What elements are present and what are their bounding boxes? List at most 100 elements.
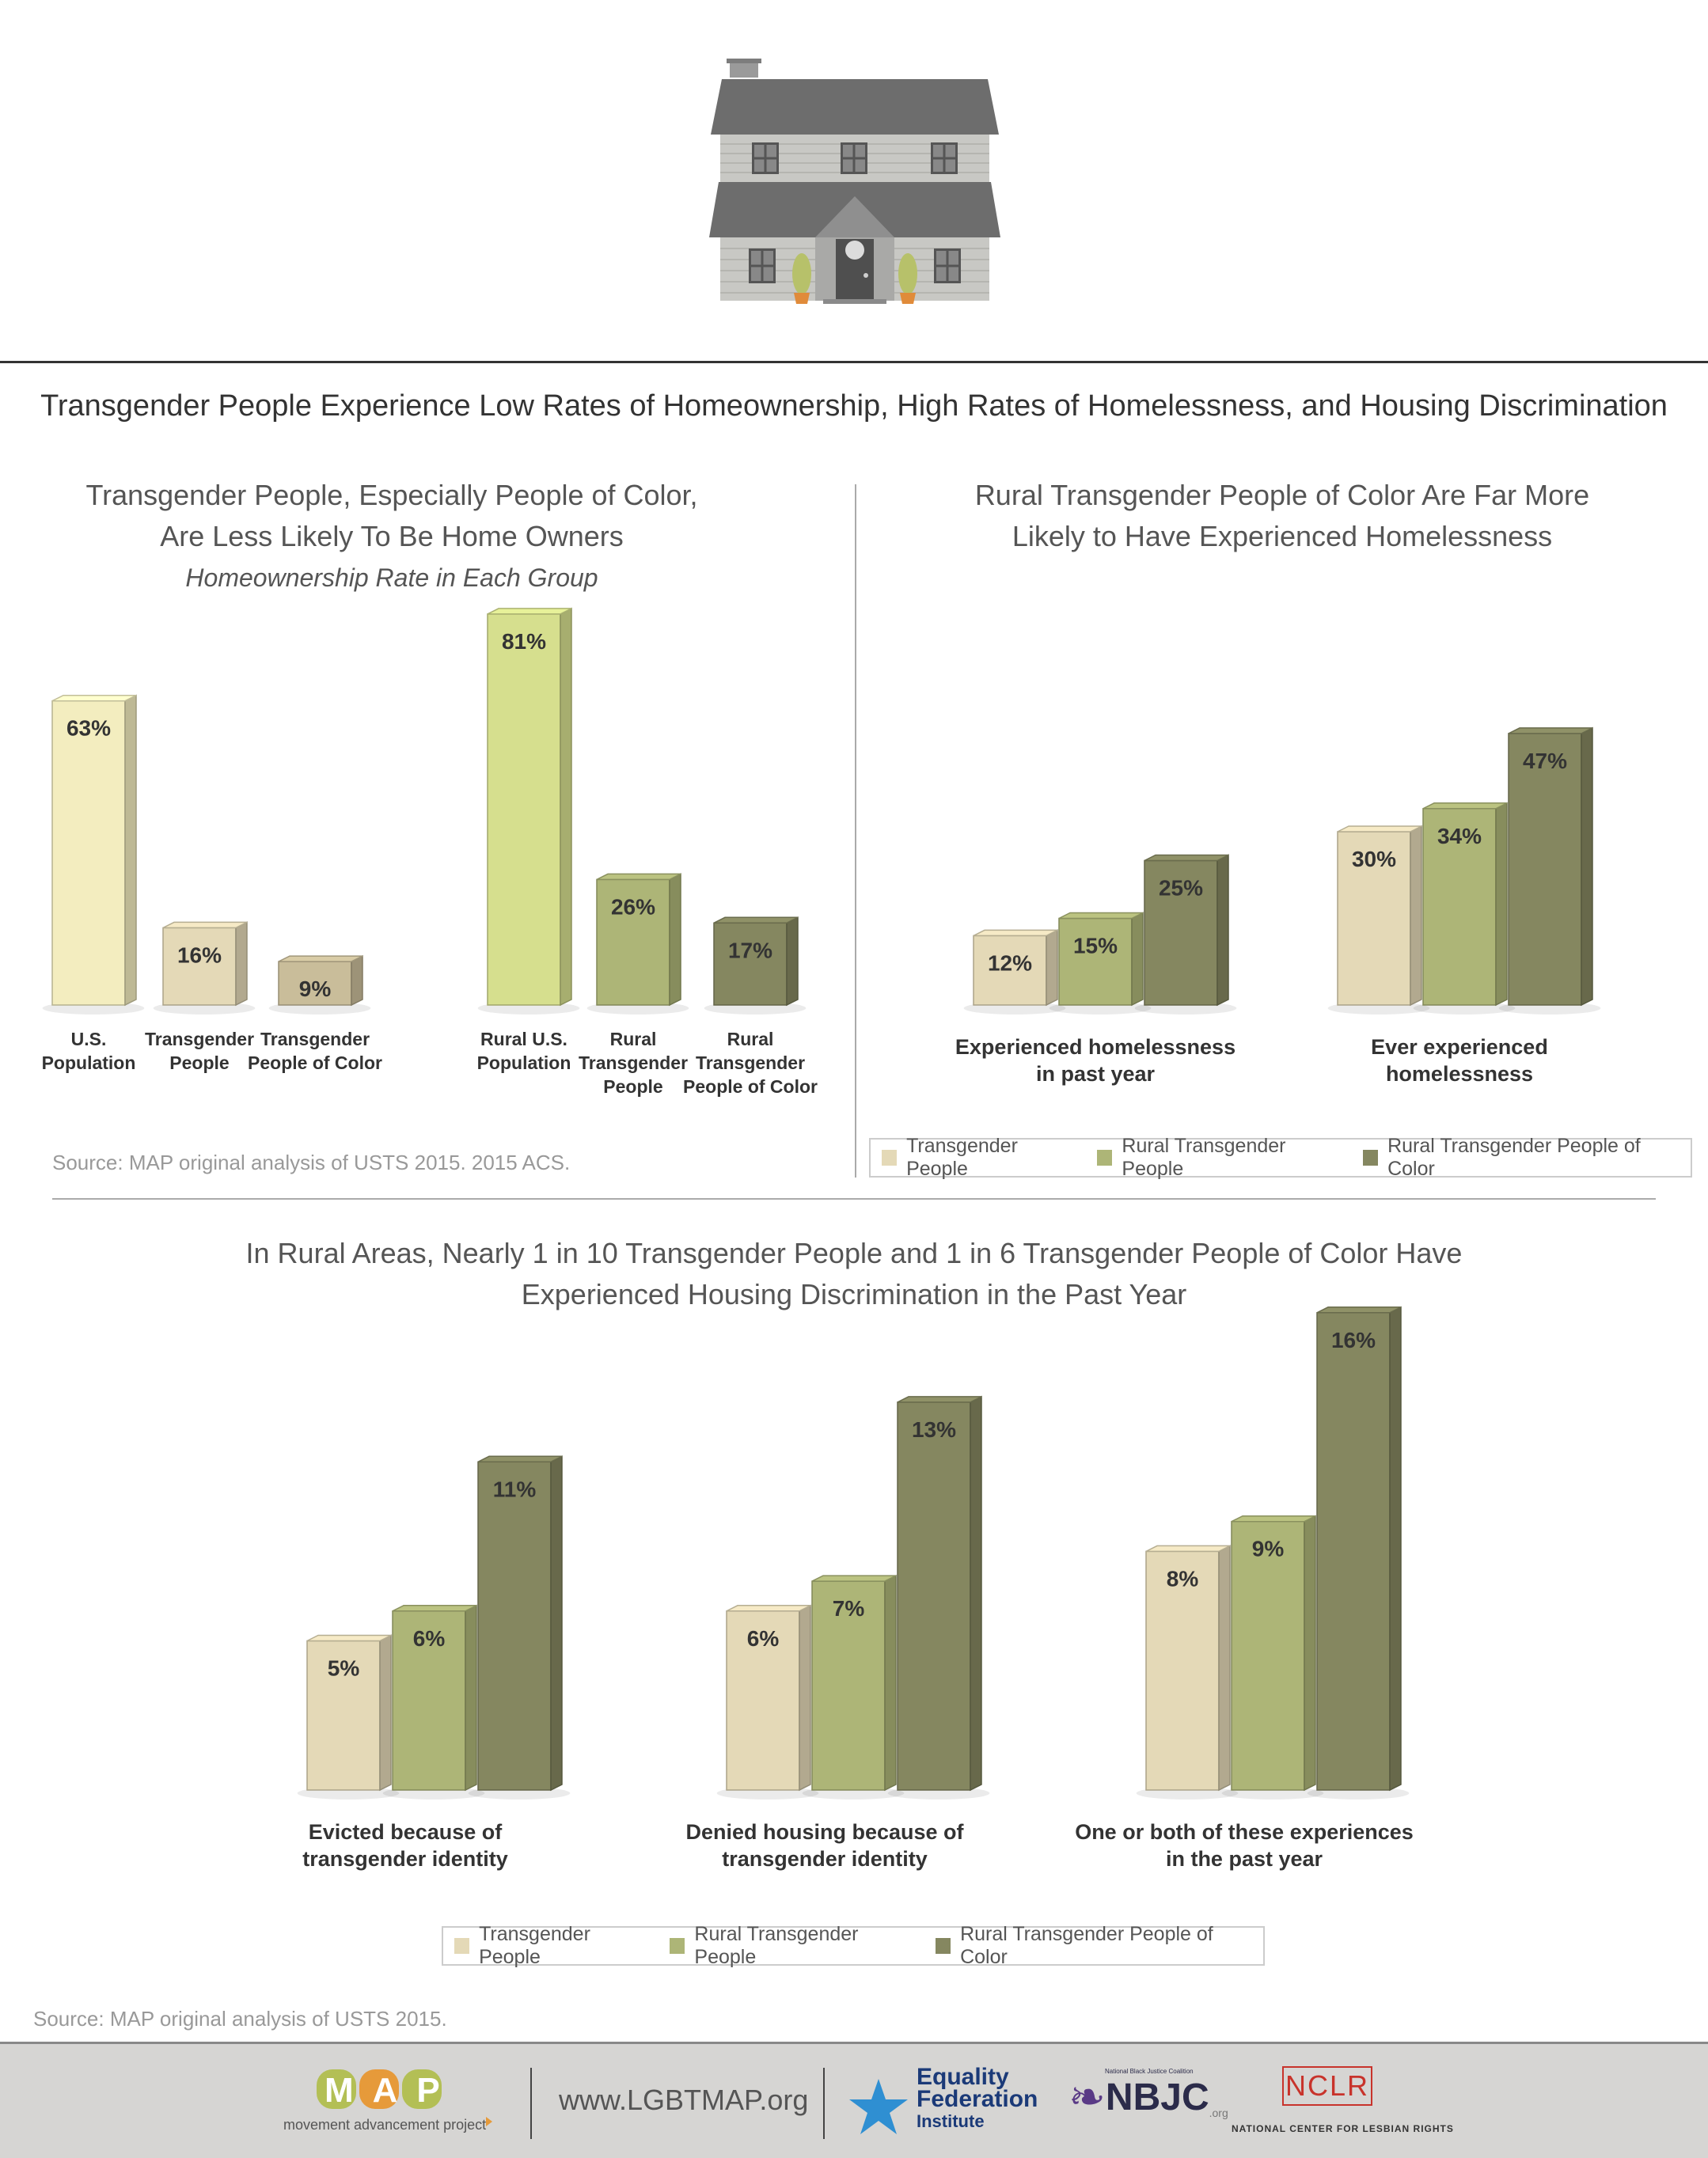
homeownership-bar-4-value-label: 81% [502, 629, 546, 654]
homeownership-bar-6-value-label: 17% [728, 938, 772, 962]
homeownership-bar-1: 63% [42, 694, 145, 1015]
nbjc-logo[interactable]: National Black Justice Coalition ❧ NBJC … [1068, 2068, 1228, 2119]
discrimination-category-label-1: Evicted because of transgender identity [215, 1819, 595, 1872]
homeownership-bar-3-top [278, 955, 363, 962]
homelessness-category-label-1: Experienced homelessness in past year [921, 1033, 1270, 1087]
discrimination-bar-3-3-top [1316, 1307, 1402, 1314]
discrimination-bar-1-3-value-label: 11% [493, 1477, 537, 1501]
legend-label-transgender: Transgender People [479, 1923, 590, 1968]
legend-label-rural-transgender-poc: Rural Transgender People of Color [960, 1923, 1213, 1968]
efi-logo[interactable]: Equality Federation Institute [917, 2065, 1038, 2133]
discrimination-title-line2: Experienced Housing Discrimination in th… [521, 1278, 1187, 1310]
efi-line3: Institute [917, 2111, 985, 2131]
homelessness-bar-2-1-top [1337, 825, 1422, 832]
homeownership-category-label-1-line-1: U.S. [70, 1029, 107, 1049]
discrimination-bar-3-3: 16% [1307, 1306, 1410, 1800]
section-divider-vertical [855, 484, 856, 1178]
homeownership-bar-2-front [162, 927, 237, 1006]
homeownership-category-label-4: Rural U.S. Population [457, 1027, 591, 1075]
homeownership-bar-5-top [596, 873, 681, 881]
homelessness-bar-1-1-top [973, 929, 1058, 937]
homelessness-bar-1-2: 15% [1049, 912, 1152, 1015]
discrimination-bar-3-2-front [1231, 1520, 1305, 1791]
homelessness-bar-1-1-value-label: 12% [988, 950, 1032, 975]
legend-label-rural-transgender: Rural Transgender People [694, 1923, 859, 1968]
homeownership-bar-3-front [278, 961, 352, 1006]
discrimination-bar-2-3-value-label: 13% [912, 1417, 956, 1442]
discrimination-source: Source: MAP original analysis of USTS 20… [33, 2007, 447, 2031]
homeownership-bar-1-front [51, 700, 126, 1006]
discrimination-bar-1-3: 11% [468, 1455, 571, 1800]
homeownership-bar-2-value-label: 16% [177, 942, 222, 967]
legend-swatch-transgender [882, 1150, 898, 1166]
house-illustration [709, 59, 1000, 304]
discrimination-bar-3-1-value-label: 8% [1167, 1566, 1199, 1591]
discrimination-category-label-3-line-2: in the past year [1165, 1847, 1323, 1871]
homelessness-bar-2-2: 34% [1413, 802, 1516, 1015]
nclr-fullname: NATIONAL CENTER FOR LESBIAN RIGHTS [1232, 2123, 1454, 2134]
footer: MAP movement advancement project www.LGB… [0, 2042, 1708, 2158]
nbjc-org: .org [1209, 2107, 1228, 2119]
nbjc-text: NBJC [1105, 2076, 1209, 2118]
legend-label-rural-transgender-poc: Rural Transgender People of Color [1387, 1135, 1641, 1180]
discrimination-legend: Transgender People Rural Transgender Peo… [442, 1923, 1265, 1969]
discrimination-bar-3-2-side [1304, 1515, 1316, 1792]
legend-swatch-rural-transgender [1097, 1150, 1113, 1166]
discrimination-bar-2-2-front [811, 1580, 886, 1791]
homeownership-chart-title: Transgender People, Especially People of… [32, 475, 752, 598]
top-divider [0, 361, 1708, 363]
website-link[interactable]: www.LGBTMAP.org [559, 2084, 809, 2116]
legend-item-rural-transgender: Rural Transgender People [1097, 1135, 1342, 1181]
discrimination-bar-1-3-top [477, 1455, 563, 1463]
efi-line2: Federation [917, 2086, 1038, 2112]
nclr-logo-box[interactable]: NCLR [1282, 2066, 1372, 2106]
homeownership-category-label-5-line-2: Transgender [578, 1052, 689, 1073]
homelessness-bar-1-2-value-label: 15% [1073, 934, 1118, 958]
discrimination-bar-2-1: 6% [716, 1604, 819, 1800]
legend-item-rural-transgender-poc: Rural Transgender People of Color [936, 1923, 1252, 1969]
homeownership-bar-2-top [162, 921, 248, 929]
discrimination-chart-title: In Rural Areas, Nearly 1 in 10 Transgend… [0, 1233, 1708, 1315]
discrimination-category-label-2-line-2: transgender identity [722, 1847, 928, 1871]
discrimination-bar-3-2: 9% [1221, 1515, 1324, 1800]
homelessness-chart-title: Rural Transgender People of Color Are Fa… [879, 475, 1686, 557]
homeownership-category-label-5-line-3: People [603, 1076, 663, 1097]
homelessness-bar-1-2-top [1058, 912, 1144, 920]
discrimination-bar-1-2-front [392, 1610, 466, 1791]
homelessness-bar-2-3-front [1508, 733, 1582, 1006]
discrimination-bar-2-1-side [799, 1604, 811, 1792]
discrimination-bar-2-2-side [884, 1574, 897, 1792]
discrimination-bar-3-3-side [1389, 1306, 1402, 1792]
discrimination-title-line1: In Rural Areas, Nearly 1 in 10 Transgend… [245, 1237, 1463, 1269]
homeownership-source: Source: MAP original analysis of USTS 20… [52, 1151, 571, 1174]
discrimination-bar-3-1-front [1145, 1550, 1220, 1791]
legend-swatch-rural-transgender [670, 1938, 685, 1954]
homeownership-category-label-4-line-1: Rural U.S. [480, 1029, 567, 1049]
homelessness-bar-2-1-front [1337, 831, 1411, 1006]
discrimination-bar-1-1-value-label: 5% [328, 1656, 360, 1681]
homelessness-category-label-2: Ever experienced homelessness [1285, 1033, 1634, 1087]
discrimination-bar-3-2-value-label: 9% [1252, 1537, 1285, 1561]
page-title: Transgender People Experience Low Rates … [40, 389, 1668, 423]
legend-swatch-rural-transgender-poc [1363, 1150, 1379, 1166]
homeownership-category-label-3-line-2: People of Color [248, 1052, 382, 1073]
discrimination-category-label-3: One or both of these experiences in the p… [1054, 1819, 1434, 1872]
homelessness-bar-2-1-value-label: 30% [1352, 847, 1396, 871]
homeownership-bar-5: 26% [586, 873, 689, 1015]
map-logo-text: MAP [317, 2071, 443, 2111]
homelessness-category-label-1-line-1: Experienced homelessness [955, 1035, 1236, 1059]
homeownership-subtitle: Homeownership Rate in Each Group [185, 563, 598, 592]
homeownership-bar-4-front [487, 613, 561, 1006]
map-logo-letters: MAP [325, 2071, 459, 2110]
discrimination-category-label-1-line-1: Evicted because of [308, 1820, 503, 1844]
homeownership-bar-6: 17% [704, 916, 807, 1015]
homelessness-category-label-1-line-2: in past year [1035, 1062, 1156, 1086]
homeownership-title-line1: Transgender People, Especially People of… [85, 479, 698, 511]
homeownership-category-label-6-line-1: Rural [727, 1029, 774, 1049]
map-logo[interactable] [313, 2068, 503, 2131]
discrimination-bar-1-2: 6% [382, 1604, 485, 1800]
discrimination-bar-2-1-front [726, 1610, 800, 1791]
discrimination-bar-1-3-side [550, 1455, 563, 1792]
